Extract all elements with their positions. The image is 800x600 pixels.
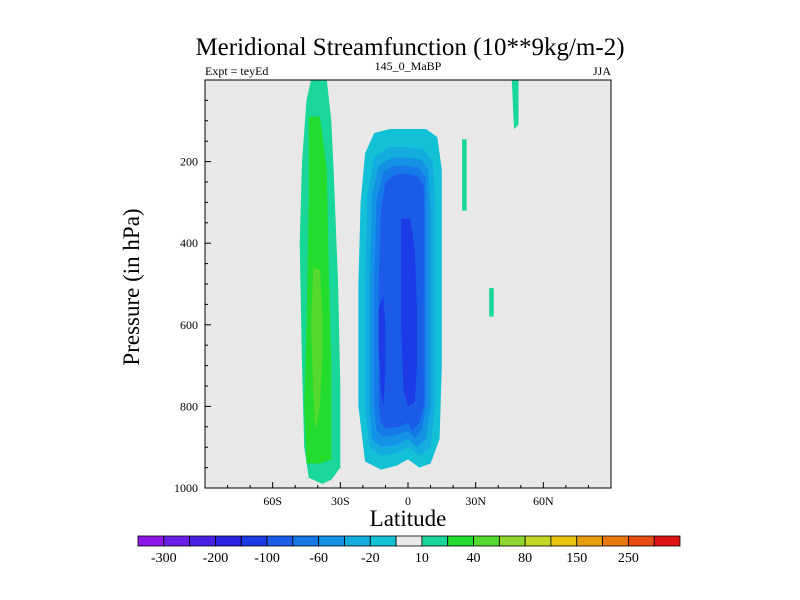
colorbar-label: 250 — [618, 551, 639, 566]
colorbar-swatch — [473, 535, 500, 547]
x-axis-label: Latitude — [370, 506, 447, 531]
x-tick-label: 60S — [263, 494, 282, 508]
colorbar-swatch — [627, 535, 655, 547]
colorbar-label: 10 — [415, 551, 429, 566]
colorbar-swatch — [369, 535, 397, 547]
contour-edge-10-a — [462, 139, 467, 211]
y-tick-label: 200 — [180, 155, 198, 169]
colorbar-swatch — [137, 535, 165, 547]
contour-edge-10-b — [489, 288, 494, 317]
contour-sh-cell-40 — [311, 267, 323, 431]
colorbar-label: 80 — [518, 551, 532, 566]
colorbar: -300 -200 -100 -60 -20 10 40 80 150 250 — [137, 535, 681, 566]
colorbar-label: -20 — [361, 551, 380, 566]
colorbar-swatch — [395, 535, 423, 547]
y-tick-label: 400 — [180, 236, 198, 250]
colorbar-swatch — [318, 535, 345, 547]
colorbar-swatch — [498, 535, 526, 547]
colorbar-swatch — [576, 535, 603, 547]
colorbar-label: -300 — [151, 551, 177, 566]
colorbar-swatch — [550, 535, 578, 547]
plot-area: 60S 30S 0 30N 60N 200 400 600 800 1000 — [174, 79, 612, 508]
contour-fills — [299, 80, 519, 486]
y-tick-label: 1000 — [174, 481, 198, 495]
colorbar-swatch — [163, 535, 191, 547]
y-axis-label: Pressure (in hPa) — [119, 208, 144, 365]
colorbar-label: -100 — [254, 551, 280, 566]
y-tick-label: 600 — [180, 318, 198, 332]
subtitle-right: JJA — [593, 64, 611, 78]
contour-edge-m10-a — [462, 214, 467, 295]
subtitle-left: Expt = teyEd — [205, 64, 268, 78]
contour-edge-10-c — [511, 80, 519, 129]
colorbar-swatch — [266, 535, 294, 547]
contour-ncell-m150b — [378, 296, 386, 407]
contour-ncell-m150a — [401, 218, 417, 407]
x-tick-label: 30N — [465, 494, 486, 508]
x-tick-label: 60N — [533, 494, 554, 508]
contour-edge-m10-b — [489, 320, 494, 407]
y-tick-label: 800 — [180, 399, 198, 413]
colorbar-label: -60 — [309, 551, 328, 566]
x-tick-label: 0 — [405, 494, 411, 508]
colorbar-swatch — [344, 535, 371, 547]
chart-title: Meridional Streamfunction (10**9kg/m-2) — [195, 34, 624, 61]
subtitle-center: 145_0_MaBP — [375, 59, 442, 73]
y-axis-ticks: 200 400 600 800 1000 — [174, 99, 211, 495]
colorbar-swatch — [292, 535, 320, 547]
colorbar-label: 150 — [566, 551, 587, 566]
x-tick-label: 30S — [331, 494, 350, 508]
colorbar-swatch — [653, 535, 681, 547]
colorbar-swatch — [240, 535, 268, 547]
colorbar-swatch — [421, 535, 449, 547]
colorbar-swatch — [602, 535, 629, 547]
colorbar-label: 40 — [467, 551, 481, 566]
colorbar-swatch — [447, 535, 474, 547]
colorbar-swatch — [524, 535, 552, 547]
colorbar-swatch — [189, 535, 216, 547]
colorbar-swatch — [215, 535, 242, 547]
x-axis-ticks: 60S 30S 0 30N 60N — [227, 482, 589, 508]
colorbar-label: -200 — [203, 551, 229, 566]
